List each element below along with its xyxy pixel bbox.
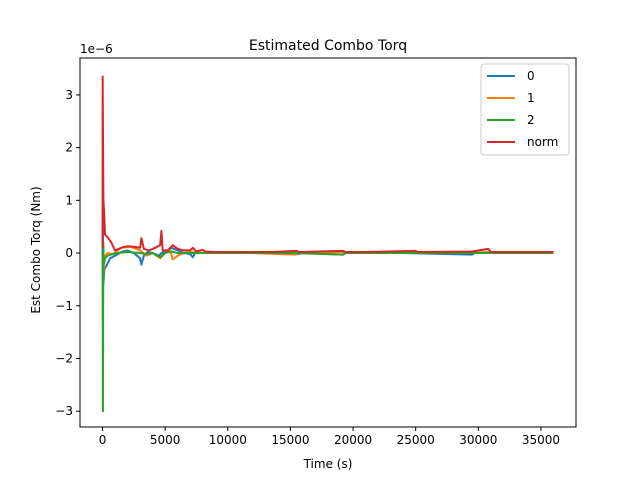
x-tick-label: 5000 [150, 433, 181, 447]
y-tick-label: 2 [65, 141, 73, 155]
y-axis-label: Est Combo Torq (Nm) [29, 186, 43, 313]
y-offset-label: 1e−6 [80, 42, 113, 56]
y-tick-label: 3 [65, 88, 73, 102]
legend-label-0: 0 [527, 69, 535, 83]
x-tick-label: 0 [99, 433, 107, 447]
series-line-2 [101, 241, 554, 413]
legend-label-3: norm [527, 135, 558, 149]
x-axis-label: Time (s) [303, 457, 353, 471]
plot-area [101, 75, 554, 413]
plot-frame [79, 57, 577, 428]
x-tick-label: 15000 [271, 433, 309, 447]
legend-label-2: 2 [527, 113, 535, 127]
x-tick-label: 35000 [522, 433, 560, 447]
y-tick-label: −1 [55, 299, 73, 313]
legend-label-1: 1 [527, 91, 535, 105]
chart-title: Estimated Combo Torq [249, 38, 407, 54]
series-lines [101, 75, 554, 413]
y-tick-label: 0 [65, 246, 73, 260]
x-tick-label: 10000 [209, 433, 247, 447]
series-line-3 [101, 75, 554, 253]
x-tick-label: 25000 [397, 433, 435, 447]
y-tick-label: −3 [55, 404, 73, 418]
y-tick-label: −2 [55, 351, 73, 365]
y-tick-label: 1 [65, 193, 73, 207]
x-tick-label: 30000 [459, 433, 497, 447]
legend-box [480, 63, 570, 156]
legend: 0 1 2 norm [480, 63, 570, 156]
x-tick-label: 20000 [334, 433, 372, 447]
axes: 0 5000 10000 15000 20000 25000 30000 35000 −3 −2 −… [55, 57, 577, 447]
